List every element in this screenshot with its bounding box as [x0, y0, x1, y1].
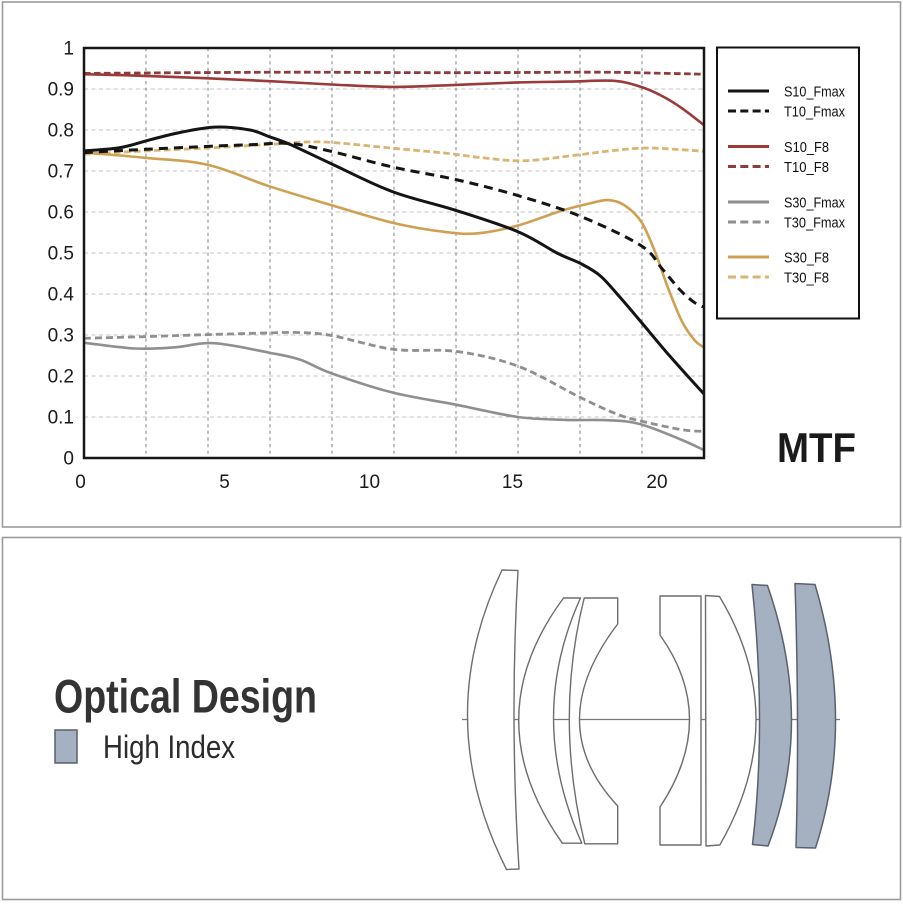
- svg-text:0.5: 0.5: [48, 244, 74, 265]
- svg-text:T30_Fmax: T30_Fmax: [784, 215, 845, 232]
- svg-text:Optical Design: Optical Design: [54, 670, 317, 723]
- svg-text:S10_F8: S10_F8: [784, 139, 829, 156]
- svg-text:0.1: 0.1: [48, 408, 74, 429]
- svg-text:0.9: 0.9: [48, 80, 74, 101]
- svg-text:0.6: 0.6: [48, 203, 74, 224]
- svg-text:0: 0: [63, 449, 74, 470]
- svg-text:5: 5: [219, 472, 230, 493]
- svg-text:0.4: 0.4: [48, 285, 75, 306]
- svg-text:High Index: High Index: [103, 729, 235, 765]
- svg-text:0: 0: [75, 472, 86, 493]
- svg-text:20: 20: [646, 472, 667, 493]
- svg-text:S30_Fmax: S30_Fmax: [784, 195, 845, 212]
- svg-text:S30_F8: S30_F8: [784, 250, 829, 267]
- svg-text:10: 10: [359, 472, 380, 493]
- svg-text:0.8: 0.8: [48, 121, 74, 142]
- svg-text:0.7: 0.7: [48, 162, 74, 183]
- svg-text:0.2: 0.2: [48, 367, 74, 388]
- svg-text:0.3: 0.3: [48, 326, 74, 347]
- svg-text:T10_Fmax: T10_Fmax: [784, 104, 845, 121]
- svg-text:1: 1: [63, 39, 74, 60]
- svg-text:15: 15: [502, 472, 523, 493]
- svg-text:S10_Fmax: S10_Fmax: [784, 84, 845, 101]
- svg-text:T30_F8: T30_F8: [784, 270, 829, 287]
- svg-text:MTF: MTF: [777, 424, 856, 471]
- svg-text:T10_F8: T10_F8: [784, 159, 829, 176]
